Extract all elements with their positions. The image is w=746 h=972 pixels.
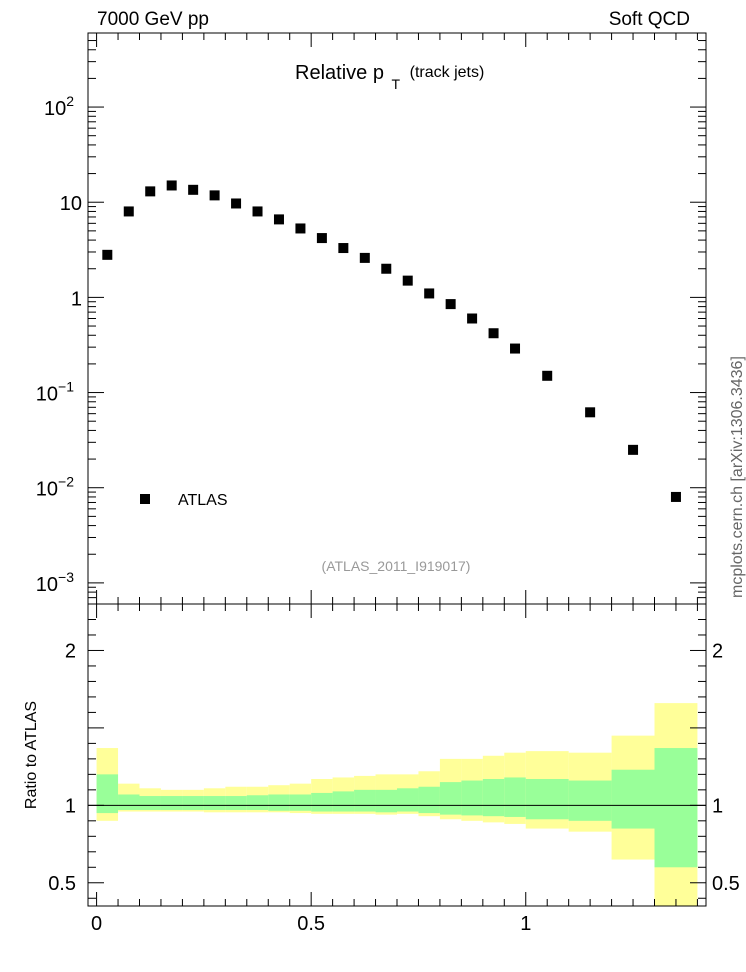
xtick-label: 0 bbox=[91, 913, 102, 935]
green-band-bin bbox=[139, 796, 161, 810]
ratio-ytick-label-left: 1 bbox=[65, 795, 76, 817]
main-series bbox=[102, 180, 681, 502]
header-left: 7000 GeV pp bbox=[97, 9, 209, 30]
ytick-exp: −1 bbox=[58, 379, 74, 395]
legend-marker bbox=[140, 494, 150, 504]
title-sub: T bbox=[392, 76, 401, 92]
data-point bbox=[381, 263, 392, 274]
ytick-base: 10 bbox=[36, 479, 58, 501]
main-ytick-label: 10−3 bbox=[36, 569, 74, 596]
data-point bbox=[316, 233, 327, 244]
green-band-bin bbox=[418, 786, 440, 814]
ratio-ytick-label-right: 2 bbox=[712, 640, 723, 662]
ratio-xticks: 0 0.5 1 bbox=[91, 604, 698, 935]
green-band-bin bbox=[203, 796, 226, 810]
main-ytick-label: 10−2 bbox=[36, 474, 74, 501]
data-point bbox=[510, 343, 521, 354]
data-point bbox=[402, 275, 413, 286]
header-right: Soft QCD bbox=[609, 9, 690, 30]
green-band-bin bbox=[439, 782, 462, 815]
green-band-bin bbox=[525, 779, 569, 820]
green-band-bin bbox=[461, 780, 483, 816]
data-point bbox=[145, 186, 156, 197]
green-band-bin bbox=[332, 791, 355, 812]
data-point bbox=[252, 206, 263, 217]
side-label: mcplots.cern.ch [arXiv:1306.3436] bbox=[729, 356, 746, 598]
green-band-bin bbox=[375, 789, 397, 813]
green-band-bin bbox=[504, 777, 526, 817]
main-frame bbox=[87, 32, 707, 605]
main-ytick-label: 1 bbox=[71, 288, 82, 310]
data-point bbox=[359, 252, 370, 263]
data-point bbox=[628, 444, 639, 455]
green-band-bin bbox=[246, 795, 269, 810]
data-point bbox=[542, 370, 553, 381]
ratio-panel: 0.5 0.51 12 2 0 0.5 1 Ratio to ATLAS bbox=[23, 603, 740, 935]
data-point bbox=[231, 198, 242, 209]
ratio-ytick-label-left: 2 bbox=[65, 640, 76, 662]
green-band-bin bbox=[311, 792, 333, 812]
data-point bbox=[424, 288, 435, 299]
data-point bbox=[273, 214, 284, 225]
ytick-exp: 2 bbox=[66, 93, 74, 109]
green-band-bin bbox=[289, 794, 312, 811]
ratio-ylabel: Ratio to ATLAS bbox=[23, 701, 40, 809]
ratio-ytick-label-left: 0.5 bbox=[48, 873, 76, 895]
ytick-base: 10 bbox=[44, 98, 66, 120]
data-point bbox=[295, 223, 306, 234]
green-band-bin bbox=[397, 788, 419, 812]
ratio-yticks: 0.5 0.5 1 1 2 2 bbox=[48, 603, 740, 899]
data-point bbox=[445, 299, 456, 310]
ratio-ytick-label-right: 1 bbox=[712, 795, 723, 817]
ratio-ytick-label-right: 0.5 bbox=[712, 873, 740, 895]
xtick-label: 1 bbox=[520, 913, 531, 935]
data-point bbox=[670, 491, 681, 502]
analysis-id: (ATLAS_2011_I919017) bbox=[322, 558, 471, 574]
green-band-bin bbox=[160, 796, 183, 810]
ytick-base: 10 bbox=[36, 574, 58, 596]
title-main: Relative p bbox=[295, 62, 384, 84]
green-band-bin bbox=[96, 774, 119, 814]
data-point bbox=[585, 407, 596, 418]
legend-label: ATLAS bbox=[178, 492, 228, 509]
data-point bbox=[102, 249, 113, 260]
data-point bbox=[488, 328, 499, 339]
green-band-bin bbox=[225, 796, 247, 810]
title-rest: (track jets) bbox=[410, 64, 485, 81]
data-point bbox=[188, 184, 199, 195]
ytick-base: 10 bbox=[36, 384, 58, 406]
main-title: Relative p T (track jets) bbox=[295, 62, 484, 94]
xtick-label: 0.5 bbox=[297, 913, 325, 935]
green-band-bin bbox=[482, 779, 505, 817]
main-xticks bbox=[96, 33, 698, 604]
data-point bbox=[209, 190, 220, 201]
main-ytick-label: 102 bbox=[44, 93, 74, 120]
main-ytick-label: 10−1 bbox=[36, 379, 74, 406]
data-point bbox=[123, 206, 134, 217]
data-point bbox=[166, 180, 177, 191]
green-band-bin bbox=[268, 794, 290, 811]
green-band-bin bbox=[654, 748, 698, 868]
data-point bbox=[338, 243, 349, 254]
ytick-exp: −2 bbox=[58, 474, 74, 490]
green-band-bin bbox=[354, 789, 376, 812]
green-band-bin bbox=[568, 780, 612, 821]
main-ytick-label: 10 bbox=[60, 193, 82, 215]
ytick-exp: −3 bbox=[58, 569, 74, 585]
green-band-bin bbox=[182, 796, 204, 810]
data-point bbox=[467, 313, 478, 324]
ratio-bands bbox=[96, 703, 698, 906]
green-band-bin bbox=[118, 794, 140, 810]
green-band-bin bbox=[611, 769, 655, 829]
